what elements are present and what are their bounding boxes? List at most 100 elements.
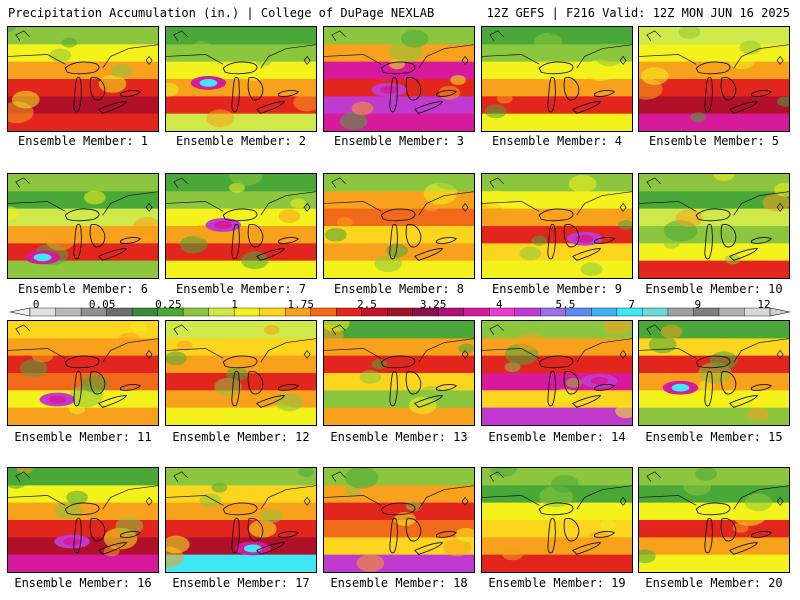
- colorbar-swatch: [514, 307, 541, 317]
- colorbar-tick-label: 12: [757, 298, 771, 311]
- colorbar-tick-label: 3.25: [419, 298, 447, 311]
- precipitation-field: [8, 468, 158, 572]
- colorbar-tick-label: 2.5: [356, 298, 377, 311]
- precipitation-field: [482, 468, 632, 572]
- great-lakes-outline: [324, 177, 474, 261]
- precipitation-field: [482, 27, 632, 131]
- ensemble-member-map: [165, 467, 317, 573]
- ensemble-member-label: Ensemble Member: 13: [330, 430, 468, 444]
- precipitation-field: [324, 174, 474, 278]
- ensemble-member-label: Ensemble Member: 17: [172, 576, 310, 590]
- colorbar-swatch: [642, 307, 669, 317]
- ensemble-member-label: Ensemble Member: 4: [491, 134, 623, 148]
- ensemble-member-label: Ensemble Member: 11: [14, 430, 152, 444]
- precipitation-field: [639, 174, 789, 278]
- ensemble-member-map: [7, 467, 159, 573]
- great-lakes-outline: [8, 471, 158, 555]
- colorbar-tick-label: 0.05: [88, 298, 116, 311]
- colorbar-tick-label: 1.75: [287, 298, 314, 311]
- great-lakes-outline: [166, 30, 316, 114]
- great-lakes-outline: [482, 471, 632, 555]
- ensemble-member-label: Ensemble Member: 8: [333, 282, 465, 296]
- precipitation-field: [324, 321, 474, 425]
- colorbar-swatch: [667, 307, 694, 317]
- colorbar-min-arrow: [9, 307, 31, 317]
- great-lakes-outline: [324, 30, 474, 114]
- ensemble-member-label: Ensemble Member: 3: [333, 134, 465, 148]
- ensemble-member-map: [481, 320, 633, 426]
- ensemble-member-label: Ensemble Member: 12: [172, 430, 310, 444]
- ensemble-member-map: [481, 26, 633, 132]
- ensemble-member-label: Ensemble Member: 15: [645, 430, 783, 444]
- colorbar-tick-label: 4: [495, 298, 503, 311]
- great-lakes-outline: [166, 177, 316, 261]
- precipitation-field: [8, 321, 158, 425]
- precipitation-field: [166, 321, 316, 425]
- great-lakes-outline: [324, 324, 474, 408]
- great-lakes-outline: [8, 177, 158, 261]
- ensemble-member-label: Ensemble Member: 16: [14, 576, 152, 590]
- ensemble-member-label: Ensemble Member: 20: [645, 576, 783, 590]
- ensemble-member-label: Ensemble Member: 10: [645, 282, 783, 296]
- ensemble-member-label: Ensemble Member: 2: [175, 134, 307, 148]
- precipitation-field: [639, 27, 789, 131]
- ensemble-member-label: Ensemble Member: 18: [330, 576, 468, 590]
- ensemble-member-label: Ensemble Member: 6: [17, 282, 149, 296]
- ensemble-member-map: [7, 173, 159, 279]
- colorbar-tick-label: 1: [231, 298, 238, 311]
- colorbar-swatch: [387, 307, 414, 317]
- precipitation-field: [482, 174, 632, 278]
- ensemble-member-map: [638, 467, 790, 573]
- great-lakes-outline: [166, 324, 316, 408]
- colorbar-max-arrow: [769, 307, 791, 317]
- great-lakes-outline: [482, 177, 632, 261]
- colorbar-swatch: [131, 307, 159, 317]
- ensemble-member-map: [638, 26, 790, 132]
- ensemble-member-label: Ensemble Member: 5: [648, 134, 780, 148]
- colorbar-tick-label: 7: [628, 298, 635, 311]
- great-lakes-outline: [639, 30, 789, 114]
- ensemble-member-label: Ensemble Member: 1: [17, 134, 149, 148]
- great-lakes-outline: [482, 324, 632, 408]
- ensemble-member-map: [323, 173, 475, 279]
- colorbar-swatch: [55, 307, 82, 317]
- precipitation-field: [8, 174, 158, 278]
- chart-title: Precipitation Accumulation (in.) | Colle…: [8, 6, 435, 20]
- precipitation-field: [166, 468, 316, 572]
- great-lakes-outline: [8, 324, 158, 408]
- ensemble-member-map: [165, 26, 317, 132]
- precipitation-field: [482, 321, 632, 425]
- colorbar-swatch: [591, 307, 618, 317]
- ensemble-member-map: [481, 467, 633, 573]
- ensemble-member-map: [323, 467, 475, 573]
- ensemble-member-label: Ensemble Member: 7: [175, 282, 307, 296]
- great-lakes-outline: [639, 324, 789, 408]
- ensemble-member-label: Ensemble Member: 14: [488, 430, 626, 444]
- precipitation-field: [639, 468, 789, 572]
- ensemble-member-map: [7, 26, 159, 132]
- ensemble-member-map: [638, 320, 790, 426]
- precipitation-colorbar: [9, 307, 791, 317]
- colorbar-tick-label: 5.5: [555, 298, 576, 311]
- great-lakes-outline: [324, 471, 474, 555]
- precipitation-field: [639, 321, 789, 425]
- ensemble-member-map: [7, 320, 159, 426]
- colorbar-swatch: [718, 307, 745, 317]
- model-run-info: 12Z GEFS | F216 Valid: 12Z MON JUN 16 20…: [486, 6, 790, 20]
- great-lakes-outline: [8, 30, 158, 114]
- precipitation-field: [166, 27, 316, 131]
- colorbar-swatch: [259, 307, 286, 317]
- great-lakes-outline: [166, 471, 316, 555]
- great-lakes-outline: [639, 471, 789, 555]
- great-lakes-outline: [639, 177, 789, 261]
- colorbar-swatch: [310, 307, 337, 317]
- ensemble-member-map: [481, 173, 633, 279]
- ensemble-member-label: Ensemble Member: 19: [488, 576, 626, 590]
- colorbar-tick-label: 9: [694, 298, 702, 311]
- precipitation-field: [166, 174, 316, 278]
- precipitation-field: [324, 27, 474, 131]
- precipitation-field: [8, 27, 158, 131]
- ensemble-member-map: [323, 26, 475, 132]
- colorbar-swatch: [233, 307, 261, 317]
- great-lakes-outline: [482, 30, 632, 114]
